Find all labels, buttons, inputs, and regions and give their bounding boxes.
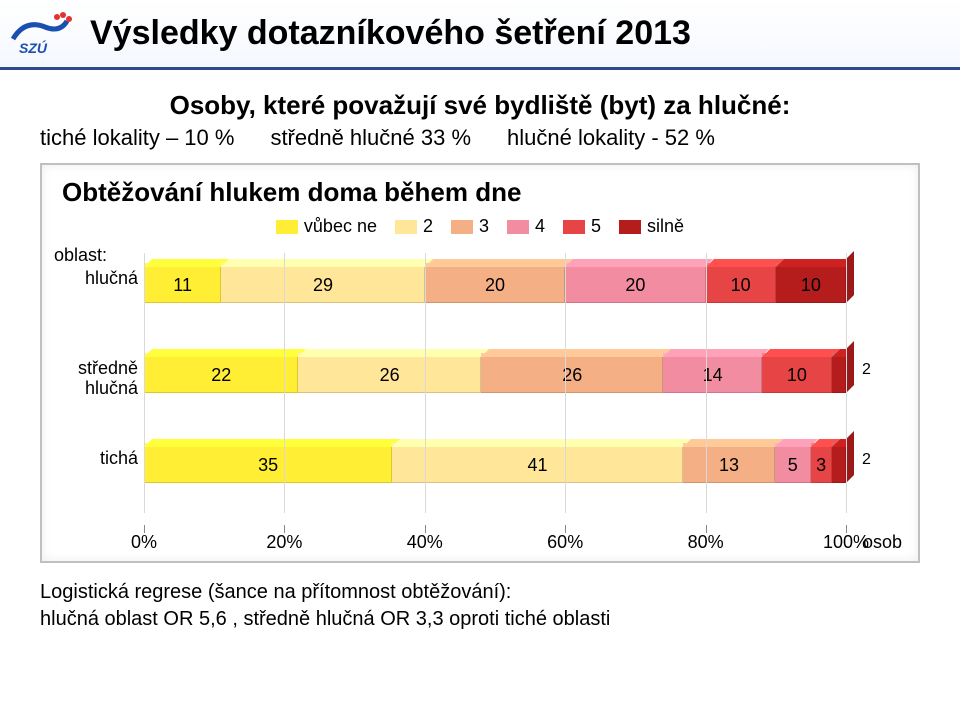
bar-segment: 35 — [144, 443, 392, 483]
footer-line2: hlučná oblast OR 5,6 , středně hlučná OR… — [40, 606, 920, 633]
bar-row: tichá354113532 — [144, 443, 846, 493]
segment-value: 20 — [625, 275, 645, 296]
bar-segment: 11 — [144, 263, 221, 303]
segment-value: 20 — [485, 275, 505, 296]
row-label: tichá — [48, 449, 138, 469]
legend-swatch — [619, 220, 641, 234]
legend-label: 3 — [479, 216, 489, 237]
segment-value-outside: 2 — [862, 361, 871, 379]
bar-stack: 35 41 13 53 — [144, 443, 846, 483]
legend-swatch — [507, 220, 529, 234]
x-axis: osob 0%20%40%60%80%100% — [144, 513, 846, 553]
logo: SZÚ — [0, 4, 80, 64]
footer-note: Logistická regrese (šance na přítomnost … — [0, 563, 960, 633]
bar-segment: 41 — [392, 443, 683, 483]
segment-value: 41 — [528, 455, 548, 476]
legend-label: 5 — [591, 216, 601, 237]
segment-value: 5 — [788, 455, 798, 476]
x-tick-label: 80% — [688, 532, 724, 553]
bar-segment — [832, 353, 846, 393]
legend-label: vůbec ne — [304, 216, 377, 237]
bar-segment: 5 — [775, 443, 810, 483]
subtitle: Osoby, které považují své bydliště (byt)… — [0, 90, 960, 121]
bar-segment: 10 — [706, 263, 776, 303]
chart-title: Obtěžování hlukem doma během dne — [62, 177, 906, 208]
x-tick-label: 0% — [131, 532, 157, 553]
segment-value: 3 — [816, 455, 826, 476]
bar-segment: 26 — [481, 353, 664, 393]
stat-loud: hlučné lokality - 52 % — [507, 125, 715, 151]
row-label: středně hlučná — [48, 359, 138, 399]
stat-quiet: tiché lokality – 10 % — [40, 125, 234, 151]
bar-segment: 22 — [144, 353, 298, 393]
legend-item: silně — [619, 216, 684, 237]
bar-stack: 2226261410 — [144, 353, 846, 393]
segment-value: 29 — [313, 275, 333, 296]
stat-medium: středně hlučné 33 % — [270, 125, 471, 151]
grid-line — [565, 253, 566, 513]
legend-label: silně — [647, 216, 684, 237]
svg-text:SZÚ: SZÚ — [19, 39, 48, 56]
row-label: hlučná — [48, 269, 138, 289]
bar-segment: 26 — [298, 353, 481, 393]
segment-value: 10 — [787, 365, 807, 386]
bar-segment: 10 — [776, 263, 846, 303]
legend-swatch — [276, 220, 298, 234]
x-tick-label: 40% — [407, 532, 443, 553]
bar-row: hlučná112920201010 — [144, 263, 846, 313]
x-tick-label: 60% — [547, 532, 583, 553]
segment-value: 26 — [380, 365, 400, 386]
chart-legend: vůbec ne 2 3 4 5 silně — [54, 216, 906, 237]
legend-item: 2 — [395, 216, 433, 237]
legend-label: 2 — [423, 216, 433, 237]
bar-segment — [832, 443, 846, 483]
grid-line — [425, 253, 426, 513]
segment-value: 22 — [211, 365, 231, 386]
page-title: Výsledky dotazníkového šetření 2013 — [90, 14, 691, 53]
footer-line1: Logistická regrese (šance na přítomnost … — [40, 579, 920, 606]
grid-line — [846, 253, 847, 513]
segment-value: 11 — [173, 275, 192, 296]
legend-item: 4 — [507, 216, 545, 237]
header: SZÚ Výsledky dotazníkového šetření 2013 — [0, 0, 960, 70]
x-tick-label: 20% — [266, 532, 302, 553]
grid-line — [284, 253, 285, 513]
chart-container: Obtěžování hlukem doma během dne vůbec n… — [40, 163, 920, 563]
bar-segment: 20 — [565, 263, 705, 303]
chart-plot: oblast: hlučná112920201010středně hlučná… — [144, 253, 846, 553]
grid-line — [144, 253, 145, 513]
segment-value-outside: 2 — [862, 451, 871, 469]
segment-value: 10 — [801, 275, 821, 296]
legend-item: 5 — [563, 216, 601, 237]
bars-area: hlučná112920201010středně hlučná22262614… — [144, 253, 846, 513]
x-tick-label: 100% — [823, 532, 869, 553]
szu-logo-icon: SZÚ — [5, 9, 75, 59]
legend-label: 4 — [535, 216, 545, 237]
segment-value: 35 — [258, 455, 278, 476]
segment-value: 10 — [731, 275, 751, 296]
y-axis-label: oblast: — [54, 245, 107, 266]
legend-swatch — [451, 220, 473, 234]
bar-segment: 10 — [762, 353, 832, 393]
legend-swatch — [563, 220, 585, 234]
bar-stack: 11 29 20 20 10 10 — [144, 263, 846, 303]
bar-segment: 20 — [425, 263, 565, 303]
legend-swatch — [395, 220, 417, 234]
segment-value: 13 — [719, 455, 739, 476]
bar-segment: 13 — [683, 443, 775, 483]
legend-item: 3 — [451, 216, 489, 237]
bar-segment: 3 — [811, 443, 832, 483]
bar-row: středně hlučná22262614102 — [144, 353, 846, 403]
locality-stats: tiché lokality – 10 % středně hlučné 33 … — [0, 125, 960, 151]
bar-segment: 29 — [221, 263, 425, 303]
bar-segment: 14 — [663, 353, 761, 393]
legend-item: vůbec ne — [276, 216, 377, 237]
grid-line — [706, 253, 707, 513]
